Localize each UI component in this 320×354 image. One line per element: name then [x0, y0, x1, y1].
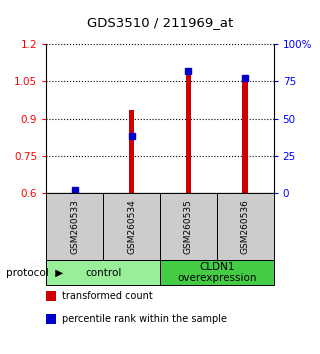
- Text: control: control: [85, 268, 121, 278]
- Bar: [242, 80, 248, 193]
- Bar: [129, 110, 134, 193]
- Text: GDS3510 / 211969_at: GDS3510 / 211969_at: [87, 16, 233, 29]
- Text: GSM260536: GSM260536: [241, 199, 250, 254]
- Text: protocol  ▶: protocol ▶: [6, 268, 64, 278]
- Text: transformed count: transformed count: [62, 291, 153, 301]
- Text: GSM260534: GSM260534: [127, 199, 136, 254]
- Text: GSM260533: GSM260533: [70, 199, 79, 254]
- Text: CLDN1
overexpression: CLDN1 overexpression: [177, 262, 257, 284]
- Bar: [72, 189, 78, 193]
- Text: GSM260535: GSM260535: [184, 199, 193, 254]
- Bar: [186, 75, 191, 193]
- Text: percentile rank within the sample: percentile rank within the sample: [62, 314, 228, 324]
